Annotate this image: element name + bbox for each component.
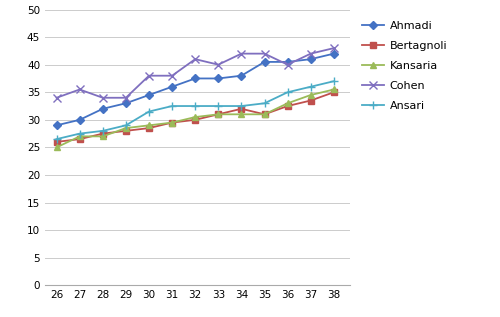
Ahmadi [262,60,268,64]
Ahmadi [169,85,175,89]
Kansaria [284,101,290,105]
Bertagnoli [192,118,198,122]
Ahmadi [100,107,106,111]
Bertagnoli [331,90,337,94]
Ansari [308,85,314,89]
Kansaria [262,113,268,116]
Ahmadi [76,118,82,122]
Cohen [331,46,337,50]
Line: Kansaria: Kansaria [54,87,337,150]
Ahmadi [308,57,314,61]
Cohen [100,96,106,100]
Ansari [54,137,60,141]
Line: Ansari: Ansari [52,77,338,143]
Bertagnoli [238,107,244,111]
Bertagnoli [146,126,152,130]
Ahmadi [192,76,198,80]
Ansari [262,101,268,105]
Ansari [146,110,152,113]
Cohen [308,52,314,55]
Kansaria [169,121,175,125]
Bertagnoli [216,113,222,116]
Ansari [284,90,290,94]
Ansari [192,104,198,108]
Bertagnoli [284,104,290,108]
Kansaria [146,123,152,127]
Cohen [54,96,60,100]
Kansaria [216,113,222,116]
Ansari [238,104,244,108]
Bertagnoli [54,140,60,144]
Ansari [169,104,175,108]
Cohen [238,52,244,55]
Ahmadi [238,74,244,78]
Kansaria [100,134,106,138]
Line: Cohen: Cohen [52,44,338,102]
Ansari [216,104,222,108]
Ansari [76,132,82,136]
Kansaria [123,126,129,130]
Bertagnoli [308,99,314,102]
Legend: Ahmadi, Bertagnoli, Kansaria, Cohen, Ansari: Ahmadi, Bertagnoli, Kansaria, Cohen, Ans… [362,21,447,111]
Ahmadi [216,76,222,80]
Line: Ahmadi: Ahmadi [54,51,337,128]
Bertagnoli [169,121,175,125]
Bertagnoli [76,137,82,141]
Ahmadi [146,93,152,97]
Cohen [146,74,152,78]
Ansari [123,123,129,127]
Bertagnoli [123,129,129,133]
Cohen [169,74,175,78]
Cohen [76,87,82,91]
Kansaria [238,113,244,116]
Bertagnoli [100,132,106,136]
Line: Bertagnoli: Bertagnoli [54,89,337,145]
Kansaria [331,87,337,91]
Kansaria [54,146,60,149]
Bertagnoli [262,113,268,116]
Ahmadi [284,60,290,64]
Cohen [192,57,198,61]
Cohen [216,63,222,67]
Ahmadi [123,101,129,105]
Cohen [123,96,129,100]
Ahmadi [331,52,337,55]
Cohen [284,63,290,67]
Ansari [331,79,337,83]
Kansaria [192,115,198,119]
Ansari [100,129,106,133]
Kansaria [308,93,314,97]
Ahmadi [54,123,60,127]
Cohen [262,52,268,55]
Kansaria [76,134,82,138]
